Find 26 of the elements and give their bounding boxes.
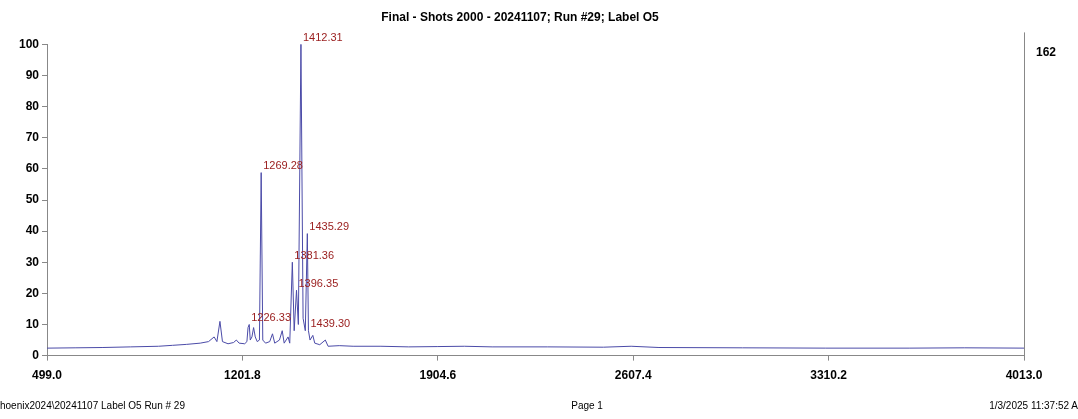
text: Page 1 (571, 400, 603, 411)
text: hoenix2024\20241107 Label O5 Run # 29 (0, 400, 185, 411)
annotation: 1435.29 (309, 220, 350, 233)
y-tick-label: 10 (25, 316, 40, 331)
text: 162 (1036, 44, 1057, 59)
y-tick-label: 20 (25, 285, 40, 300)
annotation: 1439.30 (310, 317, 351, 330)
y-tick-label: 60 (25, 161, 40, 176)
x-tick-label: 2607.4 (614, 368, 652, 383)
x-tick-label: 1904.6 (419, 368, 457, 383)
x-tick-label: 1201.8 (224, 368, 262, 383)
y-tick-label: 50 (25, 192, 40, 207)
x-tick-label: 4013.0 (1005, 368, 1043, 383)
y-tick-label: 80 (25, 98, 40, 113)
x-tick-label: 3310.2 (810, 368, 848, 383)
y-tick-label: 0 (32, 347, 40, 362)
y-tick-label: 70 (25, 130, 40, 145)
annotation: 1412.31 (302, 30, 343, 43)
chart-title: Final - Shots 2000 - 20241107; Run #29; Label O5 (381, 9, 660, 24)
y-tick-label: 30 (25, 254, 40, 269)
y-tick-label: 40 (25, 223, 40, 238)
y-tick-label: 90 (25, 67, 40, 82)
annotation: 1269.28 (263, 159, 303, 172)
y-tick-label: 100 (18, 36, 40, 51)
text: 1/3/2025 11:37:52 A (989, 400, 1078, 411)
x-tick-label: 499.0 (32, 368, 63, 383)
